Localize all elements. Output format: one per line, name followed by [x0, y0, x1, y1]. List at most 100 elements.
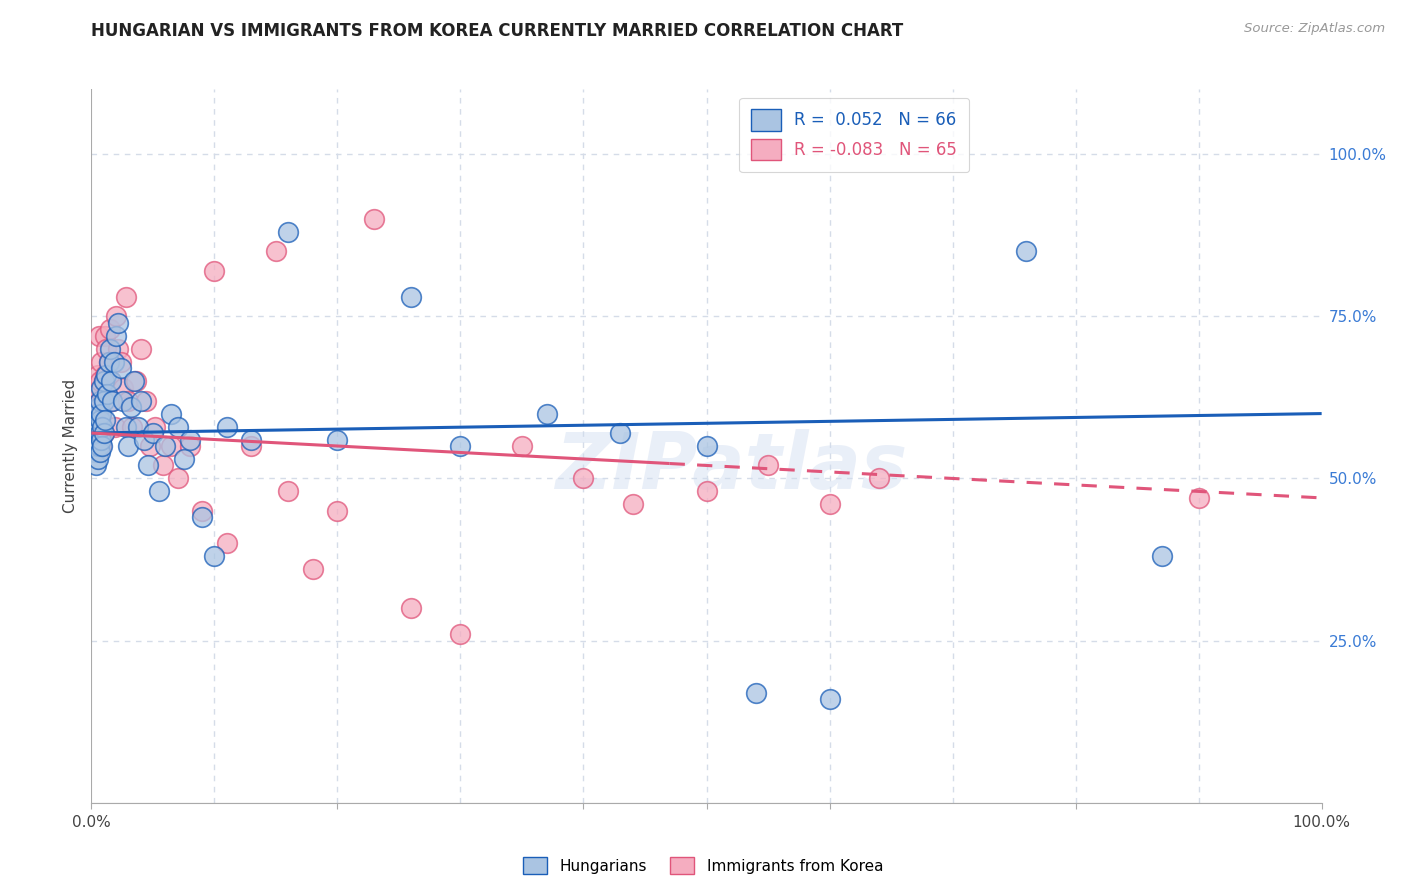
- Point: [215, 419, 238, 434]
- Point: [105, 310, 127, 324]
- Point: [621, 497, 644, 511]
- Point: [89, 419, 111, 434]
- Point: [107, 316, 129, 330]
- Point: [145, 419, 166, 434]
- Point: [191, 510, 214, 524]
- Point: [94, 413, 117, 427]
- Point: [84, 419, 107, 434]
- Point: [166, 419, 188, 434]
- Point: [93, 374, 115, 388]
- Point: [1187, 491, 1209, 505]
- Point: [91, 393, 114, 408]
- Point: [105, 328, 127, 343]
- Point: [695, 484, 717, 499]
- Point: [84, 393, 107, 408]
- Point: [86, 452, 108, 467]
- Point: [86, 419, 108, 434]
- Point: [363, 211, 385, 226]
- Point: [90, 439, 112, 453]
- Point: [87, 425, 110, 440]
- Point: [91, 439, 114, 453]
- Point: [100, 374, 122, 388]
- Point: [818, 692, 841, 706]
- Point: [84, 445, 107, 459]
- Point: [96, 342, 117, 356]
- Point: [179, 439, 201, 453]
- Point: [124, 374, 146, 388]
- Point: [101, 393, 124, 408]
- Point: [166, 471, 188, 485]
- Point: [1150, 549, 1173, 564]
- Point: [103, 354, 125, 368]
- Point: [112, 381, 135, 395]
- Point: [240, 439, 263, 453]
- Point: [277, 484, 299, 499]
- Point: [84, 425, 107, 440]
- Point: [129, 342, 152, 356]
- Point: [135, 393, 156, 408]
- Point: [87, 400, 110, 414]
- Point: [142, 425, 165, 440]
- Point: [86, 368, 108, 382]
- Point: [89, 445, 111, 459]
- Point: [91, 419, 114, 434]
- Point: [107, 342, 129, 356]
- Point: [449, 439, 471, 453]
- Point: [104, 419, 127, 434]
- Point: [93, 374, 115, 388]
- Point: [264, 244, 287, 259]
- Point: [148, 484, 170, 499]
- Point: [191, 504, 214, 518]
- Point: [101, 393, 124, 408]
- Point: [134, 433, 156, 447]
- Text: Source: ZipAtlas.com: Source: ZipAtlas.com: [1244, 22, 1385, 36]
- Point: [110, 361, 132, 376]
- Point: [98, 342, 121, 356]
- Point: [202, 264, 225, 278]
- Point: [695, 439, 717, 453]
- Point: [160, 407, 183, 421]
- Point: [1015, 244, 1038, 259]
- Point: [86, 407, 108, 421]
- Point: [93, 425, 115, 440]
- Point: [97, 354, 120, 368]
- Point: [117, 439, 139, 453]
- Point: [117, 393, 139, 408]
- Text: HUNGARIAN VS IMMIGRANTS FROM KOREA CURRENTLY MARRIED CORRELATION CHART: HUNGARIAN VS IMMIGRANTS FROM KOREA CURRE…: [91, 22, 904, 40]
- Point: [215, 536, 238, 550]
- Point: [86, 445, 108, 459]
- Point: [110, 354, 132, 368]
- Point: [83, 433, 105, 447]
- Point: [87, 407, 110, 421]
- Point: [86, 458, 108, 473]
- Point: [129, 393, 152, 408]
- Point: [86, 381, 108, 395]
- Point: [510, 439, 533, 453]
- Point: [868, 471, 890, 485]
- Point: [153, 439, 177, 453]
- Point: [173, 452, 195, 467]
- Point: [91, 419, 114, 434]
- Point: [202, 549, 225, 564]
- Point: [449, 627, 471, 641]
- Point: [87, 328, 110, 343]
- Point: [818, 497, 841, 511]
- Point: [120, 400, 142, 414]
- Point: [326, 504, 349, 518]
- Text: ZIPatlas: ZIPatlas: [555, 429, 907, 506]
- Point: [89, 425, 111, 440]
- Point: [277, 225, 299, 239]
- Point: [160, 439, 183, 453]
- Point: [86, 433, 108, 447]
- Point: [87, 419, 110, 434]
- Point: [90, 407, 112, 421]
- Point: [86, 419, 108, 434]
- Point: [94, 328, 117, 343]
- Point: [136, 458, 159, 473]
- Point: [536, 407, 558, 421]
- Point: [127, 419, 149, 434]
- Point: [326, 433, 349, 447]
- Point: [572, 471, 595, 485]
- Point: [139, 439, 162, 453]
- Point: [114, 290, 138, 304]
